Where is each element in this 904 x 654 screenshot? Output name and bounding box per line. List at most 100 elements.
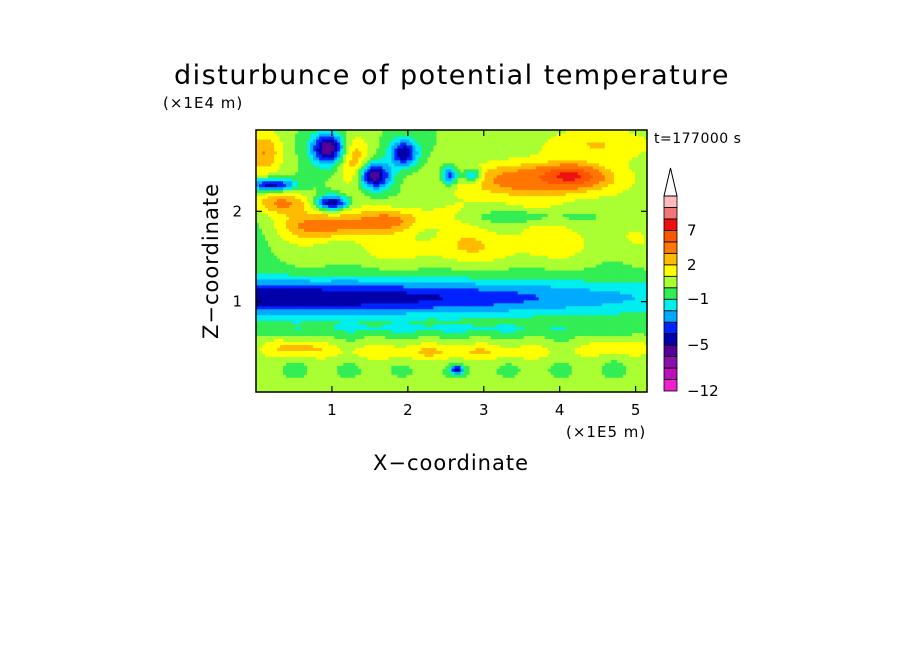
- contour-cell: [388, 323, 392, 328]
- contour-cell: [388, 383, 392, 387]
- contour-cell: [475, 317, 480, 322]
- contour-cell: [610, 314, 615, 319]
- contour-cell: [535, 317, 540, 322]
- contour-cell: [559, 362, 564, 366]
- contour-cell: [283, 326, 287, 331]
- contour-cell: [562, 329, 567, 334]
- contour-cell: [466, 356, 471, 360]
- contour-cell: [322, 383, 326, 387]
- contour-cell: [403, 338, 407, 342]
- contour-cell: [367, 374, 371, 378]
- contour-cell: [379, 353, 383, 357]
- contour-cell: [412, 338, 417, 342]
- contour-cell: [352, 377, 356, 381]
- contour-cell: [499, 347, 504, 351]
- contour-cell: [388, 374, 392, 378]
- contour-cell: [475, 320, 480, 325]
- contour-cell: [415, 350, 420, 354]
- contour-cell: [547, 377, 552, 381]
- contour-cell: [388, 311, 392, 316]
- contour-cell: [268, 341, 272, 345]
- contour-cell: [517, 371, 522, 375]
- contour-cell: [418, 314, 423, 319]
- contour-cell: [316, 311, 320, 316]
- contour-cell: [367, 332, 371, 337]
- contour-cell: [598, 338, 603, 342]
- contour-cell: [373, 362, 377, 366]
- contour-cell: [586, 380, 591, 384]
- contour-cell: [403, 335, 407, 340]
- contour-cell: [337, 311, 341, 316]
- contour-cell: [301, 356, 305, 360]
- contour-cell: [616, 341, 621, 345]
- contour-cell: [616, 338, 621, 342]
- contour-cell: [334, 311, 338, 316]
- contour-cell: [469, 341, 474, 345]
- contour-cell: [436, 356, 441, 360]
- contour-cell: [643, 386, 648, 390]
- contour-cell: [340, 332, 344, 337]
- contour-cell: [307, 362, 311, 366]
- contour-cell: [472, 317, 477, 322]
- contour-cell: [631, 368, 636, 372]
- contour-cell: [571, 362, 576, 366]
- contour-cell: [607, 350, 612, 354]
- contour-cell: [397, 374, 401, 378]
- contour-cell: [409, 314, 413, 319]
- contour-cell: [625, 365, 630, 369]
- contour-cell: [559, 341, 564, 345]
- contour-cell: [343, 323, 347, 328]
- contour-cell: [358, 377, 362, 381]
- contour-cell: [529, 341, 534, 345]
- contour-cell: [352, 365, 356, 369]
- contour-cell: [283, 353, 287, 357]
- contour-cell: [412, 374, 417, 378]
- contour-cell: [616, 374, 621, 378]
- contour-cell: [451, 344, 456, 348]
- contour-cell: [496, 326, 501, 331]
- contour-cell: [469, 359, 474, 363]
- contour-cell: [583, 362, 588, 366]
- contour-cell: [412, 371, 417, 375]
- contour-cell: [586, 317, 591, 322]
- contour-cell: [610, 347, 615, 351]
- contour-cell: [406, 350, 410, 354]
- contour-cell: [286, 377, 290, 381]
- contour-cell: [307, 329, 311, 334]
- contour-cell: [415, 314, 420, 319]
- contour-cell: [385, 338, 389, 342]
- contour-cell: [493, 320, 498, 325]
- contour-cell: [385, 377, 389, 381]
- contour-cell: [622, 329, 627, 334]
- contour-cell: [319, 338, 323, 342]
- contour-cell: [385, 359, 389, 363]
- contour-cell: [295, 389, 299, 393]
- contour-cell: [421, 320, 426, 325]
- contour-cell: [286, 350, 290, 354]
- contour-cell: [286, 323, 290, 328]
- contour-cell: [406, 365, 410, 369]
- contour-cell: [274, 389, 278, 393]
- contour-cell: [625, 350, 630, 354]
- contour-cell: [613, 320, 618, 325]
- contour-cell: [328, 341, 332, 345]
- contour-cell: [442, 368, 447, 372]
- contour-cell: [562, 356, 567, 360]
- contour-cell: [259, 338, 263, 342]
- contour-cell: [379, 314, 383, 319]
- contour-cell: [361, 323, 365, 328]
- contour-cell: [469, 320, 474, 325]
- contour-cell: [313, 347, 317, 351]
- contour-cell: [427, 362, 432, 366]
- contour-cell: [388, 317, 392, 322]
- contour-cell: [637, 323, 642, 328]
- contour-cell: [445, 368, 450, 372]
- contour-cell: [295, 347, 299, 351]
- contour-cell: [631, 350, 636, 354]
- contour-cell: [622, 371, 627, 375]
- contour-cell: [604, 332, 609, 337]
- contour-cell: [559, 383, 564, 387]
- contour-cell: [583, 389, 588, 393]
- contour-cell: [403, 362, 407, 366]
- contour-cell: [268, 356, 272, 360]
